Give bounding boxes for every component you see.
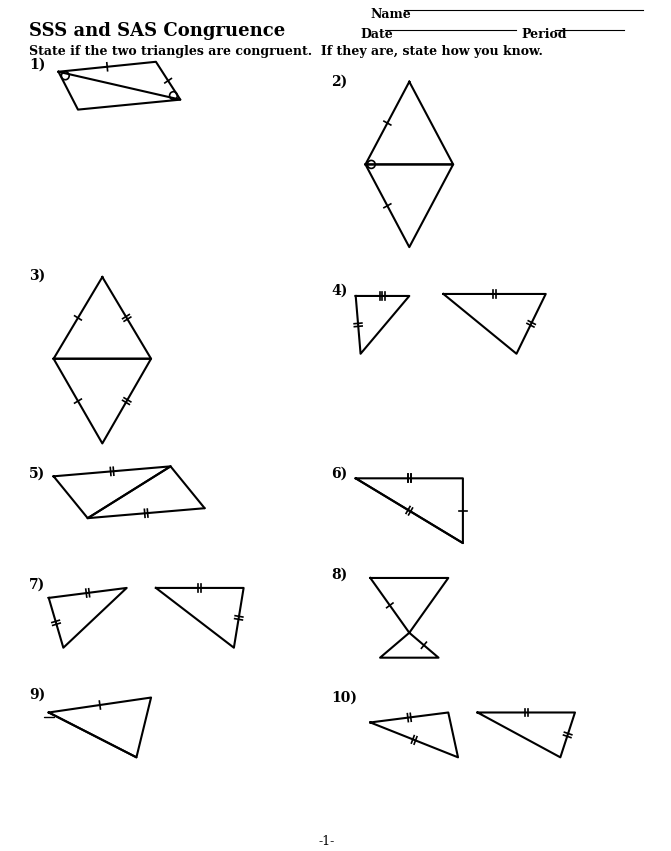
Text: 6): 6)	[331, 466, 348, 480]
Text: 2): 2)	[331, 75, 348, 89]
Text: Period: Period	[521, 28, 567, 41]
Text: 1): 1)	[30, 58, 46, 71]
Text: 8): 8)	[331, 568, 348, 582]
Text: Name: Name	[370, 8, 411, 21]
Text: 10): 10)	[331, 690, 358, 705]
Text: Date: Date	[360, 28, 393, 41]
Text: -1-: -1-	[318, 835, 335, 848]
Text: SSS and SAS Congruence: SSS and SAS Congruence	[30, 22, 285, 40]
Text: 7): 7)	[30, 578, 46, 592]
Text: 4): 4)	[331, 284, 348, 298]
Text: 3): 3)	[30, 269, 46, 283]
Text: 9): 9)	[30, 688, 46, 701]
Text: 5): 5)	[30, 466, 46, 480]
Text: State if the two triangles are congruent.  If they are, state how you know.: State if the two triangles are congruent…	[30, 45, 543, 58]
